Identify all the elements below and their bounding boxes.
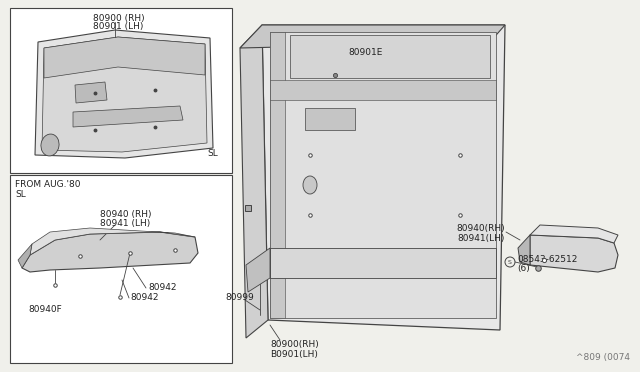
Polygon shape [18, 244, 32, 268]
Polygon shape [240, 25, 505, 48]
Polygon shape [530, 225, 618, 243]
Text: 80942: 80942 [130, 294, 159, 302]
Bar [10, 175, 232, 363]
Text: FROM AUG.'80: FROM AUG.'80 [15, 180, 81, 189]
Text: B0901(LH): B0901(LH) [270, 350, 318, 359]
Bar [10, 8, 232, 173]
Text: ^809 (0074: ^809 (0074 [576, 353, 630, 362]
Polygon shape [530, 235, 618, 272]
Polygon shape [246, 248, 270, 292]
Polygon shape [262, 25, 505, 330]
Polygon shape [75, 82, 107, 103]
Text: 80900(RH): 80900(RH) [270, 340, 319, 349]
Text: 80940 (RH): 80940 (RH) [100, 210, 152, 219]
Text: 80942: 80942 [148, 283, 177, 292]
Text: 80940(RH): 80940(RH) [456, 224, 505, 232]
Text: 80900 (RH): 80900 (RH) [93, 14, 145, 23]
Text: 80999: 80999 [225, 294, 253, 302]
Text: 80940F: 80940F [28, 305, 61, 314]
Polygon shape [30, 228, 195, 255]
Text: SL: SL [15, 190, 26, 199]
Polygon shape [44, 37, 205, 78]
Polygon shape [22, 232, 198, 272]
Polygon shape [35, 30, 213, 158]
Polygon shape [518, 235, 530, 265]
Polygon shape [290, 35, 490, 78]
Polygon shape [240, 25, 268, 338]
Text: 80941 (LH): 80941 (LH) [100, 219, 150, 228]
Text: 08543-62512: 08543-62512 [517, 254, 577, 263]
Ellipse shape [41, 134, 59, 156]
Text: 80941(LH): 80941(LH) [458, 234, 505, 243]
Polygon shape [270, 80, 496, 100]
Text: S: S [508, 260, 512, 264]
Polygon shape [270, 248, 496, 278]
Text: SL: SL [207, 149, 218, 158]
Polygon shape [73, 106, 183, 127]
Text: (6): (6) [517, 263, 530, 273]
Text: 80901 (LH): 80901 (LH) [93, 22, 143, 31]
Polygon shape [270, 32, 496, 318]
Polygon shape [270, 32, 285, 318]
Ellipse shape [303, 176, 317, 194]
Text: 80901E: 80901E [348, 48, 382, 57]
Polygon shape [305, 108, 355, 130]
Polygon shape [42, 37, 207, 152]
